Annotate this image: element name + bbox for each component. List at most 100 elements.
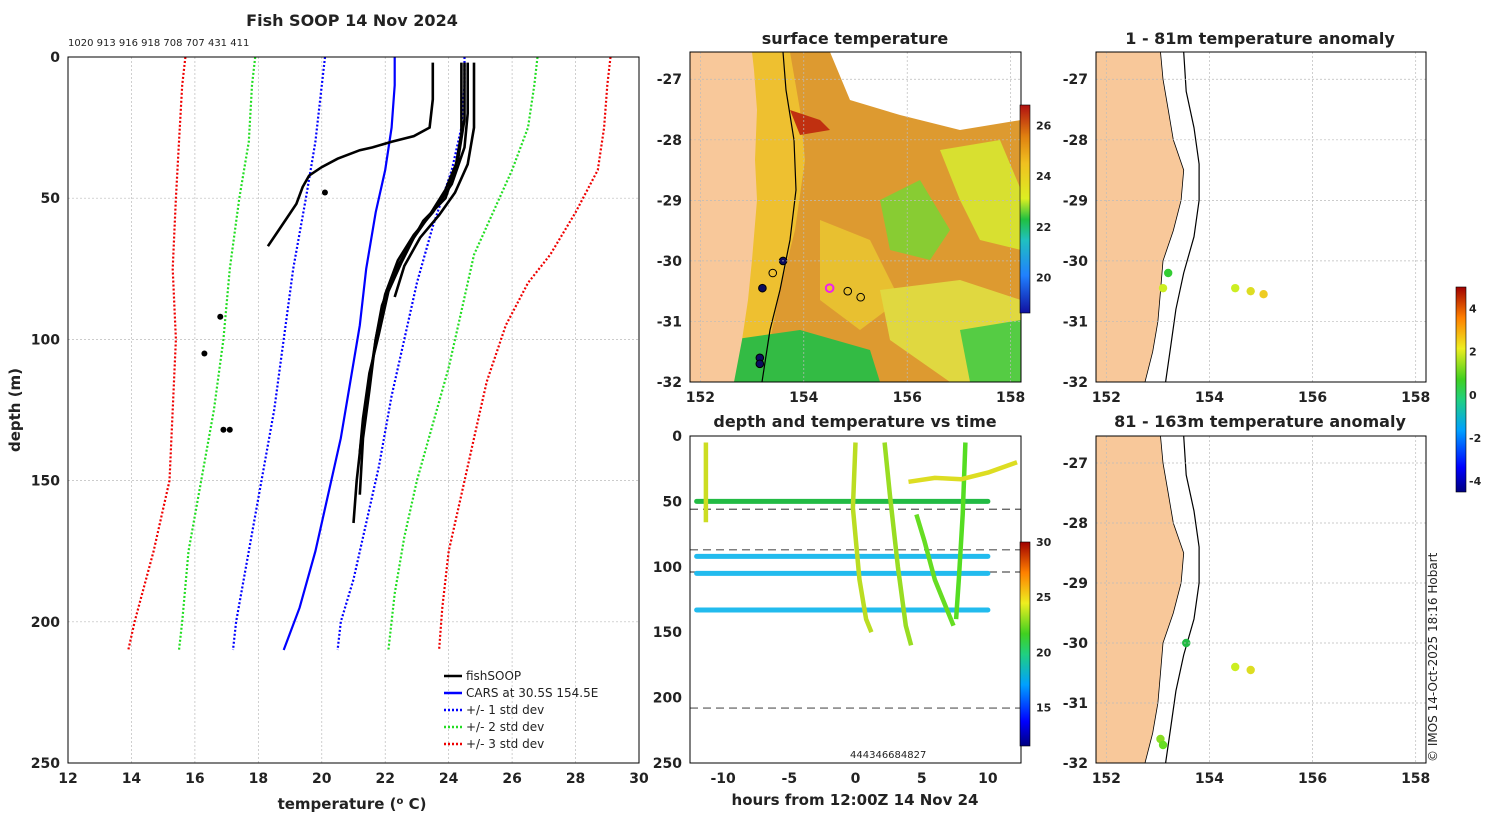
anom1-shelf-contour	[1165, 51, 1200, 383]
anom1-xtick-label: 158	[1401, 390, 1430, 406]
sst-ytick-label: -32	[657, 375, 682, 391]
legend-label: +/- 3 std dev	[466, 737, 544, 751]
sst-ytick-label: -31	[657, 314, 682, 330]
fishsoop-data-point	[220, 426, 227, 433]
sst-panel: surface temperature 152 154 156 158 -27 -28 -2…	[657, 29, 1052, 406]
credit-text: © IMOS 14-Oct-2025 18:16 Hobart	[1426, 552, 1440, 762]
sst-colorbar-label: 24	[1036, 170, 1052, 183]
time-xtick-label: -5	[782, 771, 798, 787]
sst-xtick-label: 152	[686, 390, 715, 406]
anom1-title: 1 - 81m temperature anomaly	[1125, 29, 1395, 48]
anom2-ytick-label: -28	[1063, 516, 1088, 532]
anomaly-deep-panel: 81 - 163m temperature anomaly 152 154 156 1…	[1063, 412, 1431, 787]
anom2-xtick-label: 152	[1092, 771, 1121, 787]
station-marker	[758, 283, 767, 293]
profile-legend: fishSOOP CARS at 30.5S 154.5E +/- 1 std de…	[444, 669, 598, 751]
fishsoop-profile-line	[266, 62, 435, 247]
anom2-land	[1095, 435, 1185, 764]
fishsoop-depth-track	[953, 442, 968, 620]
time-annotation: 444346684827	[850, 750, 926, 761]
fishsoop-depth-track	[914, 513, 956, 627]
anom1-ytick-label: -32	[1063, 375, 1088, 391]
anomaly-shallow-panel: 1 - 81m temperature anomaly 152 154 156 158…	[1063, 29, 1431, 406]
profile-ytick-label: 150	[31, 474, 60, 490]
std-dev-1-left-line	[231, 56, 327, 651]
station-marker	[768, 268, 778, 278]
fishsoop-profile-line	[358, 62, 466, 453]
anom2-ytick-label: -29	[1063, 576, 1088, 592]
sst-ytick-label: -27	[657, 72, 682, 88]
profile-xtick-label: 18	[249, 771, 268, 787]
anom2-axes-frame	[1095, 435, 1427, 764]
anom1-ytick-label: -29	[1063, 193, 1088, 209]
time-ytick-label: 0	[672, 429, 682, 445]
anom2-ytick-label: -27	[1063, 456, 1088, 472]
sst-colorbar-label: 20	[1036, 271, 1052, 284]
anom2-xtick-label: 156	[1298, 771, 1327, 787]
time-colorbar-label: 20	[1036, 646, 1052, 659]
sst-ytick-label: -29	[657, 193, 682, 209]
legend-label: fishSOOP	[466, 669, 521, 683]
station-marker	[824, 283, 835, 293]
anom1-land	[1095, 51, 1185, 383]
profile-xtick-label: 16	[185, 771, 204, 787]
fishsoop-data-point	[201, 350, 208, 357]
anom1-anomaly-point	[1158, 283, 1168, 293]
sst-xtick-label: 154	[789, 390, 818, 406]
anom2-anomaly-point	[1158, 740, 1168, 750]
time-xtick-label: 0	[851, 771, 861, 787]
profile-xtick-label: 22	[375, 771, 394, 787]
time-ytick-label: 100	[653, 560, 682, 576]
anomaly-colorbar-label: -2	[1469, 432, 1481, 445]
profile-xtick-label: 24	[439, 771, 459, 787]
time-xlabel: hours from 12:00Z 14 Nov 24	[732, 791, 979, 809]
sst-map	[690, 52, 1021, 382]
sst-title: surface temperature	[762, 29, 949, 48]
anom2-anomaly-point	[1182, 638, 1191, 648]
time-colorbar-label: 15	[1036, 701, 1051, 714]
time-panel: depth and temperature vs time -10 -5 0 5 100…	[653, 412, 1052, 809]
legend-label: +/- 1 std dev	[466, 703, 544, 717]
fishsoop-data-point	[217, 313, 224, 320]
station-marker	[755, 359, 765, 369]
anom1-anomaly-point	[1259, 290, 1268, 299]
anom2-shelf-contour	[1165, 435, 1200, 764]
profile-xtick-label: 12	[58, 771, 77, 787]
profile-ytick-label: 100	[31, 332, 60, 348]
time-xtick-label: 10	[978, 771, 998, 787]
profile-drop-ids: 1020 913 916 918 708 707 431 411	[68, 38, 249, 49]
anom2-title: 81 - 163m temperature anomaly	[1114, 412, 1406, 431]
fishsoop-data-point	[321, 189, 328, 196]
fishsoop-profile-line	[393, 62, 476, 298]
anom2-anomaly-point	[1231, 662, 1240, 672]
sst-ytick-label: -28	[657, 133, 682, 149]
sst-xtick-label: 158	[996, 390, 1025, 406]
std-dev-2-left-line	[177, 56, 257, 651]
anom1-anomaly-point	[1163, 268, 1173, 278]
profile-xlabel: temperature (o C)	[278, 795, 427, 813]
profile-xtick-label: 30	[629, 771, 649, 787]
time-ytick-label: 250	[653, 756, 682, 772]
time-xtick-label: 5	[917, 771, 927, 787]
anom1-ytick-label: -28	[1063, 133, 1088, 149]
time-colorbar	[1019, 541, 1031, 747]
profile-ytick-label: 50	[41, 191, 61, 207]
profile-xtick-label: 28	[566, 771, 585, 787]
fishsoop-profile-line	[352, 62, 463, 524]
profile-panel: Fish SOOP 14 Nov 2024 1020 913 916 918 7…	[6, 11, 649, 813]
profile-xtick-label: 14	[122, 771, 142, 787]
fishsoop-data-point	[226, 426, 233, 433]
anom1-ytick-label: -31	[1063, 314, 1088, 330]
anomaly-colorbar-label: 4	[1469, 303, 1477, 316]
profile-ylabel: depth (m)	[6, 368, 24, 452]
anom1-anomaly-point	[1231, 283, 1240, 293]
anomaly-colorbar-label: 0	[1469, 389, 1477, 402]
sst-xtick-label: 156	[893, 390, 922, 406]
anom2-ytick-label: -30	[1063, 636, 1089, 652]
legend-label: CARS at 30.5S 154.5E	[466, 686, 598, 700]
anom1-ytick-label: -27	[1063, 72, 1088, 88]
std-dev-3-left-line	[127, 56, 187, 651]
anomaly-colorbar	[1455, 286, 1467, 493]
profile-xtick-label: 20	[312, 771, 332, 787]
station-marker	[843, 286, 853, 296]
